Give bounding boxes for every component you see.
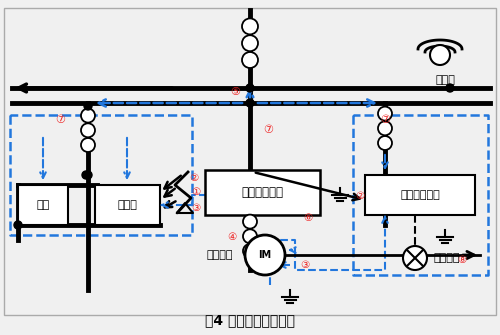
Circle shape (14, 221, 22, 229)
Text: ②: ② (356, 191, 364, 201)
Text: モーター: モーター (207, 250, 233, 260)
Circle shape (243, 229, 257, 243)
Circle shape (81, 138, 95, 152)
Text: ③: ③ (300, 260, 310, 270)
FancyBboxPatch shape (205, 170, 320, 215)
Text: 計器: 計器 (36, 200, 50, 210)
Text: センサー電源: センサー電源 (400, 190, 440, 200)
Circle shape (246, 84, 254, 92)
Circle shape (242, 18, 258, 35)
Circle shape (81, 123, 95, 137)
FancyBboxPatch shape (18, 185, 68, 225)
Text: 電話機: 電話機 (435, 75, 455, 85)
Circle shape (84, 171, 92, 179)
Circle shape (246, 99, 254, 107)
Text: IM: IM (258, 250, 272, 260)
Text: インバーター: インバーター (242, 186, 284, 199)
Text: ⑦: ⑦ (380, 115, 390, 125)
Circle shape (242, 35, 258, 51)
Text: ②: ② (190, 173, 198, 183)
Circle shape (378, 107, 392, 121)
Text: ⑦: ⑦ (263, 125, 273, 135)
Circle shape (82, 171, 90, 179)
Text: ①: ① (192, 187, 200, 197)
Circle shape (242, 52, 258, 68)
Text: ⑦: ⑦ (55, 115, 65, 125)
Circle shape (245, 235, 285, 275)
Text: ⑥: ⑥ (304, 213, 312, 223)
Text: ⑧: ⑧ (458, 255, 466, 265)
Text: センサー: センサー (433, 253, 460, 263)
Circle shape (403, 246, 427, 270)
Circle shape (81, 109, 95, 123)
Text: ④: ④ (228, 232, 236, 242)
Circle shape (378, 136, 392, 150)
Circle shape (378, 121, 392, 135)
Circle shape (430, 45, 450, 65)
Circle shape (446, 84, 454, 92)
Circle shape (84, 102, 92, 110)
Text: 受信機: 受信機 (118, 200, 138, 210)
Text: ③: ③ (192, 203, 200, 213)
FancyBboxPatch shape (95, 185, 160, 225)
Text: 図4 ノイズの伝播経路: 図4 ノイズの伝播経路 (205, 313, 295, 327)
Text: ⑤: ⑤ (230, 87, 240, 97)
Circle shape (243, 215, 257, 228)
FancyBboxPatch shape (365, 175, 475, 215)
Circle shape (243, 244, 257, 258)
